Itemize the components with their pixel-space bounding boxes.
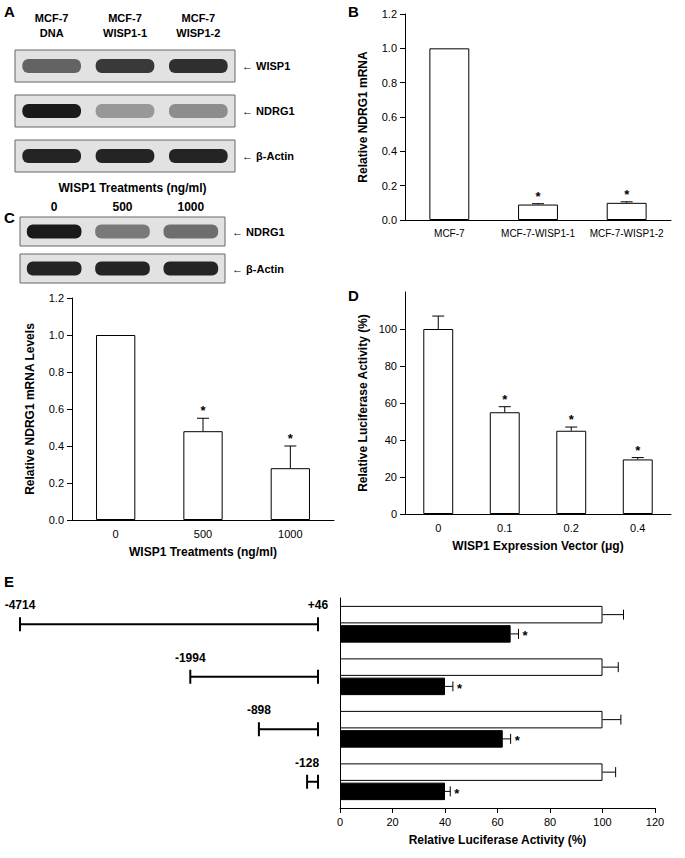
svg-text:Relative NDRG1 mRNA: Relative NDRG1 mRNA bbox=[356, 51, 370, 183]
svg-text:0.8: 0.8 bbox=[382, 77, 397, 89]
svg-text:0.2: 0.2 bbox=[49, 477, 64, 489]
svg-text:MCF-7: MCF-7 bbox=[182, 12, 216, 24]
svg-text:20: 20 bbox=[385, 471, 397, 483]
svg-text:-898: -898 bbox=[247, 703, 271, 717]
svg-text:*: * bbox=[200, 403, 206, 418]
svg-text:*: * bbox=[502, 392, 508, 407]
svg-text:0: 0 bbox=[435, 522, 441, 534]
svg-text:1.2: 1.2 bbox=[49, 292, 64, 304]
svg-text:A: A bbox=[4, 3, 15, 20]
svg-text:-4714: -4714 bbox=[5, 598, 36, 612]
svg-text:100: 100 bbox=[379, 323, 397, 335]
svg-text:60: 60 bbox=[385, 397, 397, 409]
svg-text:WISP1 Treatments (ng/ml): WISP1 Treatments (ng/ml) bbox=[58, 181, 206, 195]
svg-text:*: * bbox=[624, 187, 630, 202]
svg-text:60: 60 bbox=[491, 816, 503, 828]
svg-text:WISP1-1: WISP1-1 bbox=[103, 27, 147, 39]
svg-text:0.2: 0.2 bbox=[382, 180, 397, 192]
svg-text:*: * bbox=[515, 733, 521, 748]
svg-text:Relative Luciferase Activity (: Relative Luciferase Activity (%) bbox=[356, 314, 370, 492]
svg-text:0.4: 0.4 bbox=[382, 145, 397, 157]
svg-text:← β-Actin: ← β-Actin bbox=[232, 263, 284, 275]
svg-text:1.2: 1.2 bbox=[382, 8, 397, 20]
svg-text:0.6: 0.6 bbox=[49, 403, 64, 415]
svg-text:E: E bbox=[4, 573, 14, 590]
svg-text:0: 0 bbox=[391, 508, 397, 520]
svg-text:+46: +46 bbox=[308, 598, 329, 612]
svg-text:MCF-7-WISP1-2: MCF-7-WISP1-2 bbox=[590, 228, 664, 239]
svg-text:0.0: 0.0 bbox=[382, 214, 397, 226]
svg-text:*: * bbox=[569, 412, 575, 427]
svg-text:*: * bbox=[288, 431, 294, 446]
svg-text:← WISP1: ← WISP1 bbox=[242, 60, 290, 72]
svg-text:MCF-7: MCF-7 bbox=[434, 228, 465, 239]
svg-text:0: 0 bbox=[337, 816, 343, 828]
svg-text:500: 500 bbox=[194, 528, 212, 540]
svg-text:B: B bbox=[348, 3, 359, 20]
svg-text:D: D bbox=[348, 287, 359, 304]
svg-text:Relative NDRG1 mRNA Levels: Relative NDRG1 mRNA Levels bbox=[23, 323, 37, 495]
svg-text:MCF-7-WISP1-1: MCF-7-WISP1-1 bbox=[501, 228, 575, 239]
svg-text:*: * bbox=[535, 189, 541, 204]
svg-text:WISP1 Expression Vector (μg): WISP1 Expression Vector (μg) bbox=[452, 539, 623, 553]
svg-text:0.4: 0.4 bbox=[49, 440, 64, 452]
svg-text:80: 80 bbox=[544, 816, 556, 828]
svg-text:1000: 1000 bbox=[278, 528, 302, 540]
svg-text:0: 0 bbox=[113, 528, 119, 540]
svg-text:500: 500 bbox=[112, 200, 132, 214]
svg-text:1000: 1000 bbox=[177, 200, 204, 214]
svg-text:0.2: 0.2 bbox=[564, 522, 579, 534]
svg-text:*: * bbox=[635, 443, 641, 458]
svg-text:20: 20 bbox=[386, 816, 398, 828]
svg-text:MCF-7: MCF-7 bbox=[35, 12, 69, 24]
svg-text:0: 0 bbox=[51, 200, 58, 214]
svg-text:WISP1 Treatments (ng/ml): WISP1 Treatments (ng/ml) bbox=[129, 545, 277, 559]
svg-text:C: C bbox=[4, 209, 15, 226]
svg-text:40: 40 bbox=[385, 434, 397, 446]
svg-text:0.1: 0.1 bbox=[497, 522, 512, 534]
svg-text:40: 40 bbox=[439, 816, 451, 828]
svg-text:0.6: 0.6 bbox=[382, 111, 397, 123]
svg-text:← β-Actin: ← β-Actin bbox=[242, 150, 294, 162]
svg-text:0.4: 0.4 bbox=[630, 522, 645, 534]
svg-text:1.0: 1.0 bbox=[382, 42, 397, 54]
svg-text:80: 80 bbox=[385, 360, 397, 372]
svg-text:*: * bbox=[523, 628, 529, 643]
svg-text:-1994: -1994 bbox=[175, 651, 206, 665]
svg-text:*: * bbox=[454, 786, 460, 801]
svg-text:WISP1-2: WISP1-2 bbox=[176, 27, 220, 39]
svg-text:0.8: 0.8 bbox=[49, 366, 64, 378]
svg-text:100: 100 bbox=[593, 816, 611, 828]
svg-text:DNA: DNA bbox=[40, 27, 64, 39]
svg-text:*: * bbox=[457, 681, 463, 696]
svg-text:MCF-7: MCF-7 bbox=[108, 12, 142, 24]
svg-text:120: 120 bbox=[646, 816, 664, 828]
svg-text:-128: -128 bbox=[295, 756, 319, 770]
svg-text:← NDRG1: ← NDRG1 bbox=[232, 226, 285, 238]
svg-text:0.0: 0.0 bbox=[49, 514, 64, 526]
svg-text:← NDRG1: ← NDRG1 bbox=[242, 105, 295, 117]
svg-text:Relative Luciferase Activity (: Relative Luciferase Activity (%) bbox=[409, 833, 587, 847]
svg-text:1.0: 1.0 bbox=[49, 329, 64, 341]
